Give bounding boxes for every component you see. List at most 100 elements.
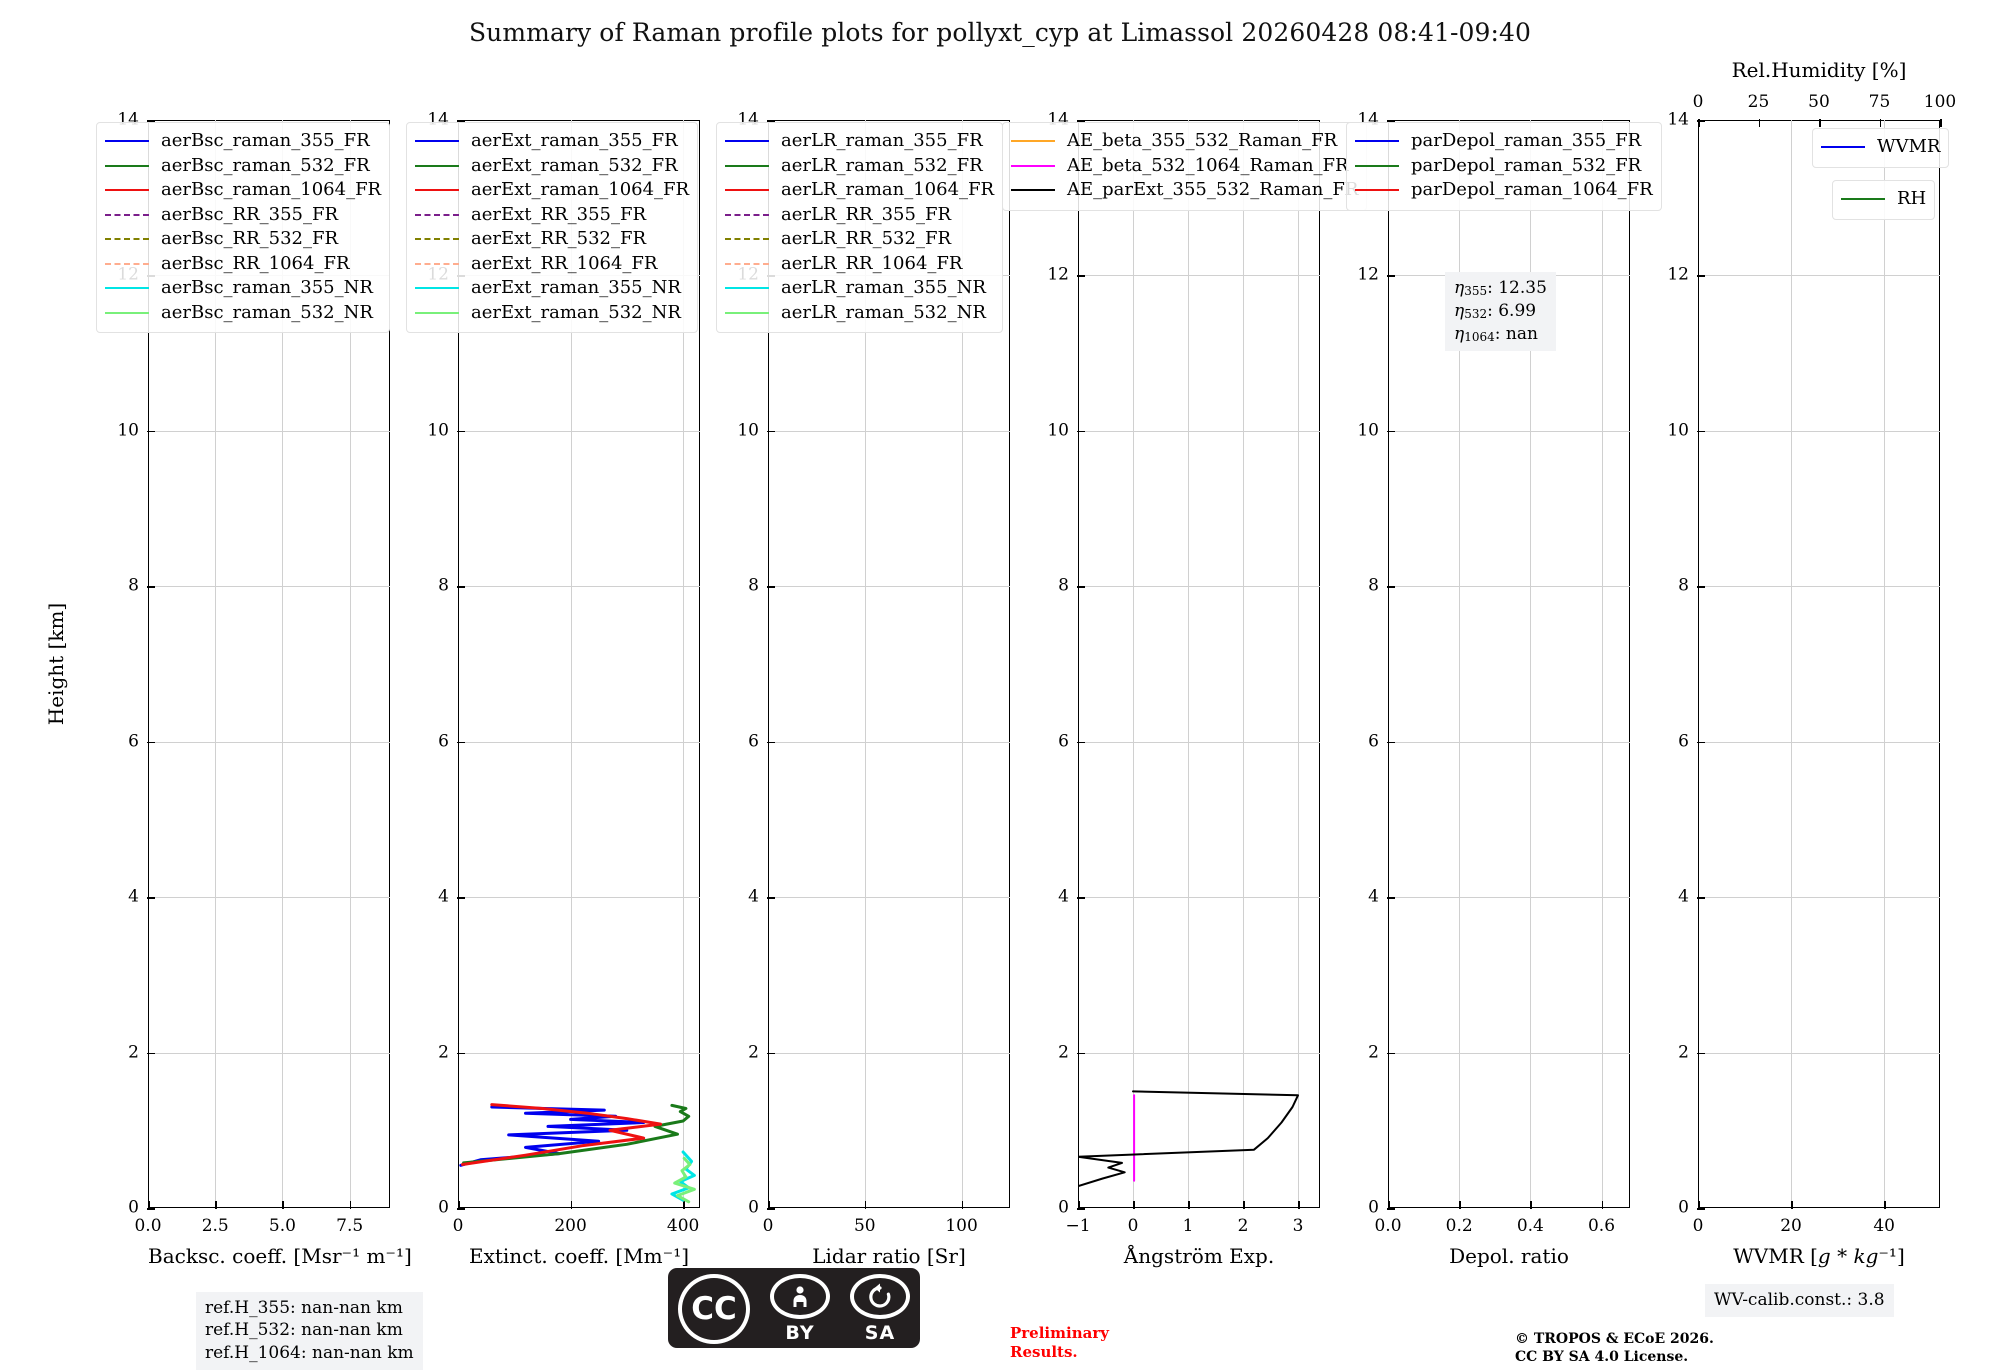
legend-item[interactable]: aerExt_RR_1064_FR <box>415 252 689 277</box>
legend-item[interactable]: aerLR_raman_355_NR <box>725 276 994 301</box>
x-axis-title-depol-ratio: Depol. ratio <box>1449 1244 1569 1268</box>
gridline-v <box>1188 120 1189 1208</box>
x-tick-label: 7.5 <box>336 1216 364 1236</box>
gridline-v <box>349 120 351 1208</box>
x-tick-label: 3 <box>1292 1216 1304 1236</box>
x-tick <box>1078 1201 1080 1209</box>
legend-item[interactable]: aerBsc_raman_532_FR <box>105 154 381 179</box>
legend-item[interactable]: aerLR_RR_1064_FR <box>725 252 994 277</box>
y-tick-label: 0 <box>1058 1197 1069 1218</box>
y-tick <box>1697 741 1705 744</box>
legend-label: AE_parExt_355_532_Raman_FR <box>1067 179 1359 201</box>
legend-item[interactable]: aerLR_RR_355_FR <box>725 203 994 228</box>
legend-item[interactable]: parDepol_raman_355_FR <box>1355 129 1653 154</box>
legend-swatch <box>1355 164 1399 167</box>
x-axis-title-wvmr: WVMR [𝑔 * 𝑘𝑔⁻¹] <box>1733 1244 1905 1268</box>
legend-item[interactable]: aerExt_RR_355_FR <box>415 203 689 228</box>
legend-label: aerExt_RR_1064_FR <box>471 252 658 274</box>
legend-item[interactable]: parDepol_raman_532_FR <box>1355 154 1653 179</box>
legend-item[interactable]: aerBsc_raman_1064_FR <box>105 178 381 203</box>
legend-wvmr[interactable]: WVMR <box>1812 128 1950 168</box>
x-tick <box>1188 1201 1190 1209</box>
legend-item[interactable]: aerExt_raman_532_NR <box>415 301 689 326</box>
legend-swatch <box>725 262 769 265</box>
legend-item[interactable]: aerBsc_RR_355_FR <box>105 203 381 228</box>
legend-label: aerBsc_raman_1064_FR <box>161 179 382 201</box>
legend-item[interactable]: aerExt_raman_1064_FR <box>415 178 689 203</box>
y-tick-label: 4 <box>1058 886 1069 907</box>
legend-item[interactable]: aerBsc_RR_1064_FR <box>105 252 381 277</box>
legend-swatch <box>415 213 459 216</box>
legend-item[interactable]: aerBsc_RR_532_FR <box>105 227 381 252</box>
legend-item[interactable]: aerExt_raman_355_NR <box>415 276 689 301</box>
y-tick <box>1387 897 1395 899</box>
legend-backscatter[interactable]: aerBsc_raman_355_FR aerBsc_raman_532_FR ae… <box>96 122 391 333</box>
legend-item[interactable]: RH <box>1841 187 1926 212</box>
y-tick <box>457 1052 465 1055</box>
legend-angstrom[interactable]: AE_beta_355_532_Raman_FR AE_beta_532_1064… <box>1002 122 1368 211</box>
legend-label: aerLR_RR_1064_FR <box>781 252 963 274</box>
legend-item[interactable]: aerLR_RR_532_FR <box>725 227 994 252</box>
legend-item[interactable]: AE_beta_532_1064_Raman_FR <box>1011 154 1358 179</box>
legend-swatch <box>1821 146 1865 149</box>
legend-rh[interactable]: RH <box>1832 180 1936 220</box>
gridline-v <box>1243 120 1244 1208</box>
x-tick-label: 200 <box>554 1216 587 1236</box>
gridline-h <box>768 897 1010 899</box>
legend-label: aerExt_raman_532_NR <box>471 301 681 323</box>
legend-item[interactable]: parDepol_raman_1064_FR <box>1355 178 1653 203</box>
eta-line: η355: 12.35 <box>1454 278 1547 298</box>
y-tick <box>1697 586 1705 588</box>
y-tick-label: 2 <box>1058 1042 1069 1063</box>
legend-item[interactable]: AE_parExt_355_532_Raman_FR <box>1011 178 1358 203</box>
y-tick-label: 0 <box>1678 1197 1689 1218</box>
legend-item[interactable]: aerLR_raman_532_FR <box>725 154 994 179</box>
legend-depol-ratio[interactable]: parDepol_raman_355_FR parDepol_raman_532_… <box>1346 122 1662 211</box>
legend-swatch <box>105 140 149 143</box>
y-tick-label: 4 <box>748 886 759 907</box>
legend-lidar-ratio[interactable]: aerLR_raman_355_FR aerLR_raman_532_FR aerL… <box>716 122 1004 333</box>
y-tick <box>1697 1052 1705 1055</box>
legend-extinction[interactable]: aerExt_raman_355_FR aerExt_raman_532_FR ae… <box>406 122 699 333</box>
legend-label: AE_beta_355_532_Raman_FR <box>1067 130 1338 152</box>
legend-label: aerExt_RR_355_FR <box>471 203 647 225</box>
y-tick-label: 10 <box>1667 420 1689 441</box>
legend-swatch <box>1841 198 1885 201</box>
legend-item[interactable]: WVMR <box>1821 135 1940 160</box>
gridline-h <box>768 430 1010 432</box>
x-tick-label: 2 <box>1237 1216 1249 1236</box>
y-tick <box>1387 586 1395 588</box>
y-tick-label: 6 <box>748 731 759 752</box>
x-tick-label: 20 <box>1780 1216 1802 1236</box>
legend-item[interactable]: aerExt_RR_532_FR <box>415 227 689 252</box>
y-tick <box>457 741 465 744</box>
legend-item[interactable]: aerExt_raman_355_FR <box>415 129 689 154</box>
legend-swatch <box>415 287 459 290</box>
x-tick <box>215 1201 217 1209</box>
legend-swatch <box>105 311 149 314</box>
x-tick-top <box>1940 119 1942 127</box>
x-tick-label: 1 <box>1182 1216 1194 1236</box>
y-tick-label: 2 <box>1368 1042 1379 1063</box>
x-tick <box>864 1201 867 1209</box>
x-tick-label-top: 50 <box>1808 92 1830 112</box>
legend-swatch <box>725 213 769 216</box>
legend-label: aerExt_RR_532_FR <box>471 228 647 250</box>
legend-item[interactable]: AE_beta_355_532_Raman_FR <box>1011 129 1358 154</box>
legend-item[interactable]: aerBsc_raman_355_NR <box>105 276 381 301</box>
legend-item[interactable]: aerExt_raman_532_FR <box>415 154 689 179</box>
legend-item[interactable]: aerBsc_raman_355_FR <box>105 129 381 154</box>
legend-item[interactable]: aerBsc_raman_532_NR <box>105 301 381 326</box>
legend-item[interactable]: aerLR_raman_355_FR <box>725 129 994 154</box>
legend-item[interactable]: aerLR_raman_532_NR <box>725 301 994 326</box>
y-tick <box>1387 430 1395 433</box>
x-tick-label: 0 <box>1692 1216 1704 1236</box>
share-alike-icon <box>850 1274 910 1319</box>
gridline-v <box>282 120 284 1208</box>
x-tick-label-top: 75 <box>1868 92 1891 112</box>
legend-swatch <box>105 164 149 167</box>
x-tick <box>1601 1201 1604 1209</box>
legend-item[interactable]: aerLR_raman_1064_FR <box>725 178 994 203</box>
eta-annotation-box: η355: 12.35 η532: 6.99 η1064: nan <box>1445 272 1556 352</box>
